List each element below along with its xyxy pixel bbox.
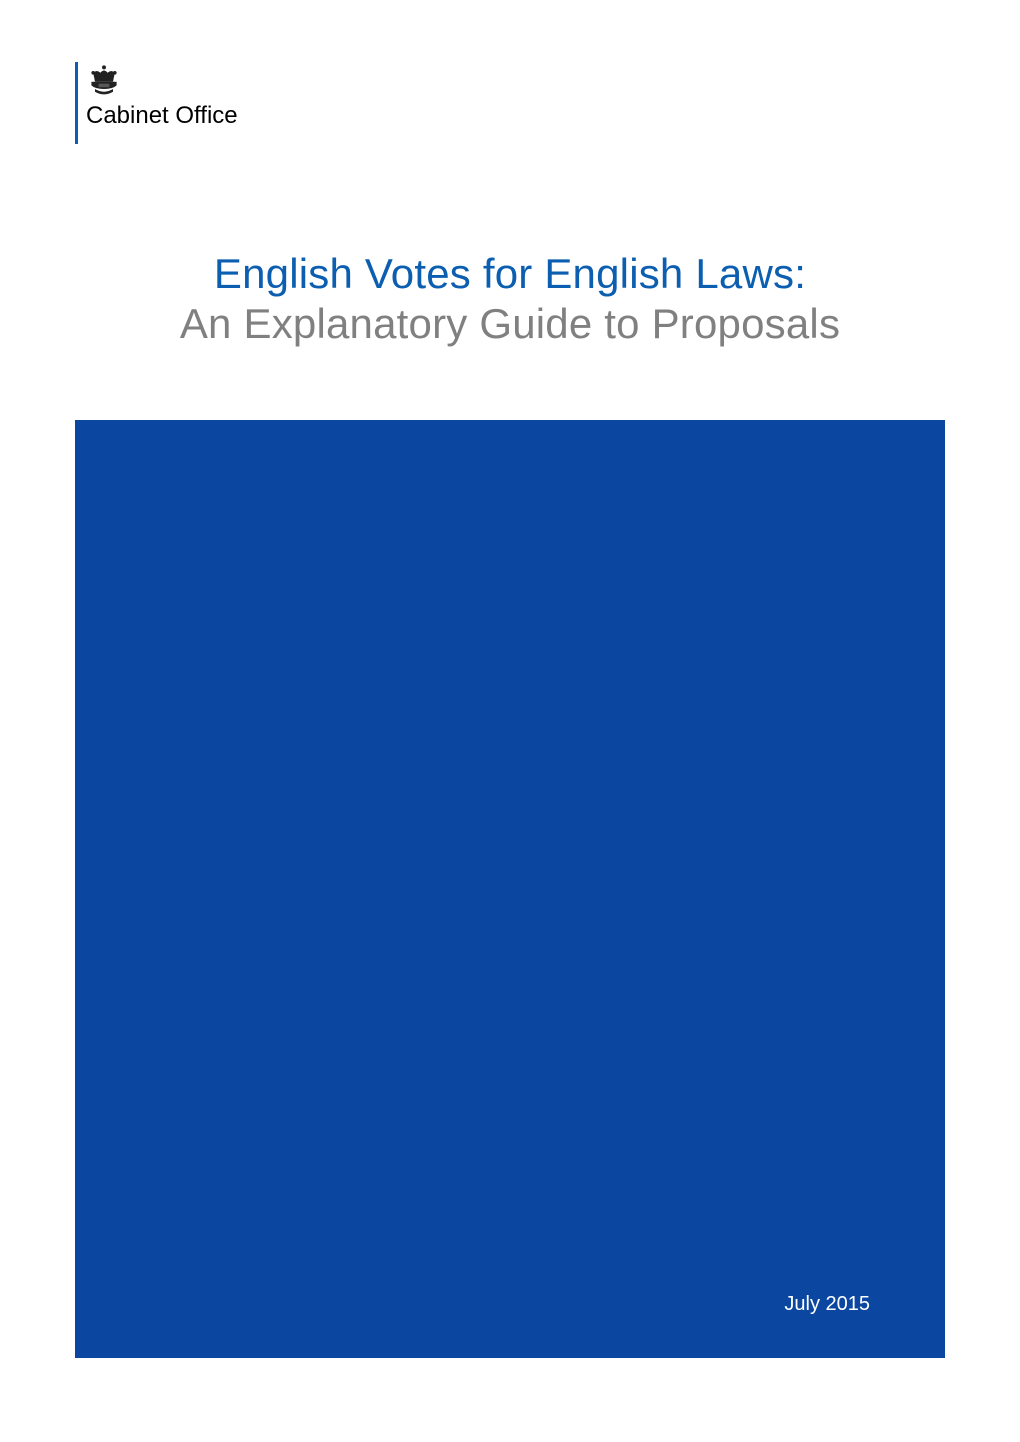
- title-line-2: An Explanatory Guide to Proposals: [75, 300, 945, 348]
- logo-block: Cabinet Office: [75, 62, 238, 144]
- title-line-1: English Votes for English Laws:: [75, 250, 945, 298]
- crown-crest-icon: [86, 62, 122, 98]
- logo-content: Cabinet Office: [86, 62, 238, 130]
- logo-accent-bar: [75, 62, 78, 144]
- cover-panel: July 2015: [75, 420, 945, 1358]
- document-title: English Votes for English Laws: An Expla…: [75, 250, 945, 348]
- publication-date: July 2015: [784, 1293, 870, 1316]
- department-name: Cabinet Office: [86, 102, 238, 130]
